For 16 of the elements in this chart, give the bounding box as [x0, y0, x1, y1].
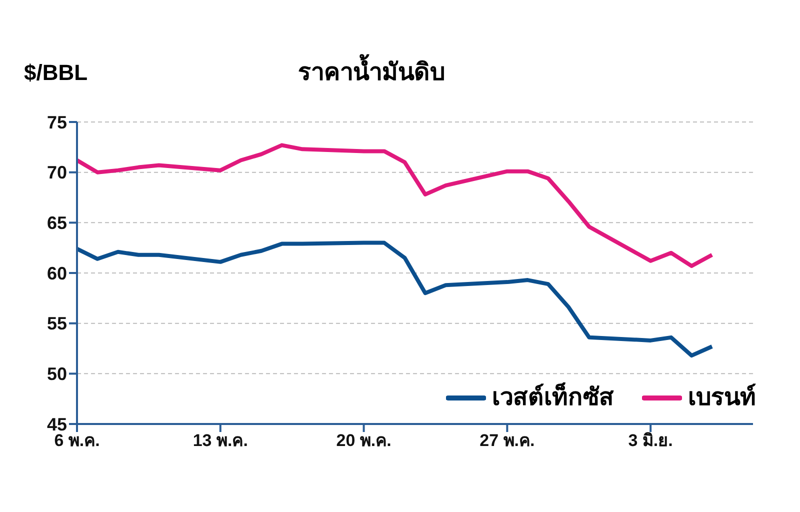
y-tick-label: 65 — [46, 213, 67, 234]
y-tick-label: 50 — [46, 364, 67, 384]
y-axis-title: $/BBL — [24, 60, 88, 86]
line-series — [77, 143, 714, 268]
chart-title: ราคาน้ำมันดิบ — [298, 53, 445, 88]
x-tick-label: 20 พ.ค. — [336, 431, 392, 450]
y-tick-label: 70 — [46, 162, 67, 183]
x-tick-label: 13 พ.ค. — [192, 431, 248, 450]
y-tick-label: 60 — [46, 263, 67, 284]
legend-label: เวสต์เท็กซัส — [492, 384, 614, 412]
y-tick-label: 75 — [46, 112, 67, 132]
x-tick-label: 3 มิ.ย. — [628, 431, 673, 450]
line-series — [77, 240, 714, 358]
x-tick-label: 27 พ.ค. — [480, 431, 535, 450]
legend-label: เบรนท์ — [688, 384, 756, 412]
y-tick-label: 55 — [46, 314, 67, 334]
